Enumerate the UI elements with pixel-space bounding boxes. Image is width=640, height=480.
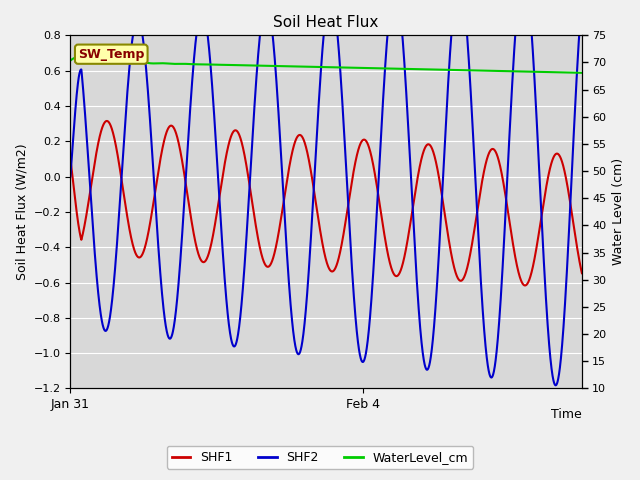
SHF1 bbox=[67, 156, 74, 162]
SHF1 bbox=[285, 166, 292, 172]
SHF1 bbox=[103, 118, 111, 124]
SHF2 bbox=[285, 277, 292, 283]
SHF2 bbox=[125, 72, 132, 78]
SHF1 bbox=[513, 263, 521, 268]
Y-axis label: Water Level (cm): Water Level (cm) bbox=[612, 158, 625, 265]
WaterLevel_cm bbox=[513, 69, 521, 74]
SHF1 bbox=[521, 283, 529, 288]
SHF2 bbox=[156, 254, 163, 260]
Legend: SHF1, SHF2, WaterLevel_cm: SHF1, SHF2, WaterLevel_cm bbox=[166, 446, 474, 469]
WaterLevel_cm bbox=[67, 58, 74, 63]
SHF1 bbox=[263, 264, 271, 269]
SHF1 bbox=[578, 270, 586, 276]
WaterLevel_cm bbox=[263, 63, 271, 69]
SHF1 bbox=[156, 163, 163, 168]
WaterLevel_cm bbox=[568, 70, 576, 75]
SHF1 bbox=[125, 223, 132, 229]
SHF2 bbox=[578, 0, 586, 1]
Y-axis label: Soil Heat Flux (W/m2): Soil Heat Flux (W/m2) bbox=[15, 144, 28, 280]
SHF2 bbox=[552, 383, 559, 388]
Text: SW_Temp: SW_Temp bbox=[78, 48, 145, 60]
SHF2 bbox=[262, 0, 270, 6]
SHF1 bbox=[568, 213, 576, 218]
Line: SHF2: SHF2 bbox=[70, 0, 582, 385]
WaterLevel_cm bbox=[94, 54, 102, 60]
Line: WaterLevel_cm: WaterLevel_cm bbox=[70, 57, 582, 73]
SHF2 bbox=[67, 174, 74, 180]
WaterLevel_cm bbox=[285, 63, 292, 69]
X-axis label: Time: Time bbox=[551, 408, 582, 421]
Title: Soil Heat Flux: Soil Heat Flux bbox=[273, 15, 379, 30]
WaterLevel_cm bbox=[156, 60, 163, 66]
Line: SHF1: SHF1 bbox=[70, 121, 582, 286]
SHF2 bbox=[513, 12, 520, 18]
SHF2 bbox=[568, 163, 576, 169]
WaterLevel_cm bbox=[578, 70, 586, 76]
WaterLevel_cm bbox=[125, 59, 132, 64]
